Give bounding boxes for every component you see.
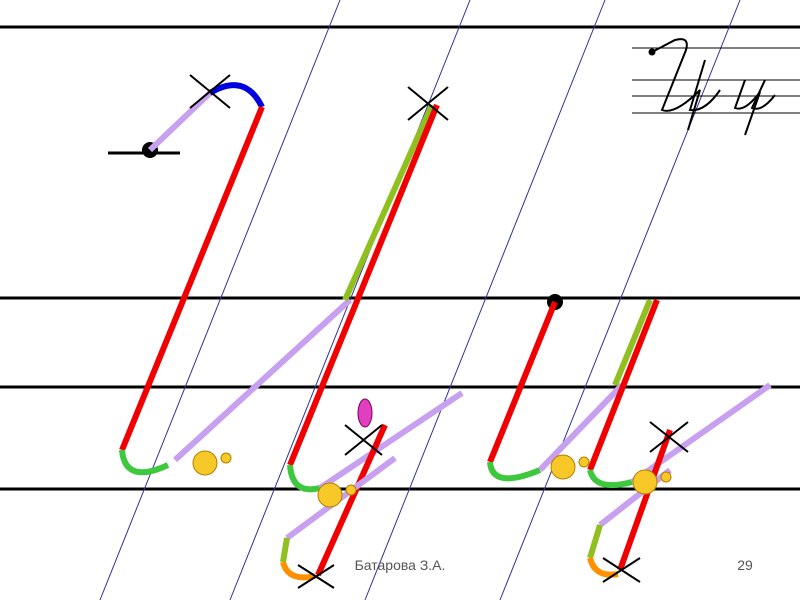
page-number: 29 — [737, 557, 753, 573]
letter-small — [487, 294, 772, 578]
smileys — [192, 398, 672, 508]
footer-author: Батарова З.А. — [355, 557, 446, 573]
ruled-lines — [0, 25, 800, 491]
cross-marks — [189, 74, 689, 589]
sample-letters — [632, 38, 800, 136]
letter-capital — [108, 82, 464, 581]
